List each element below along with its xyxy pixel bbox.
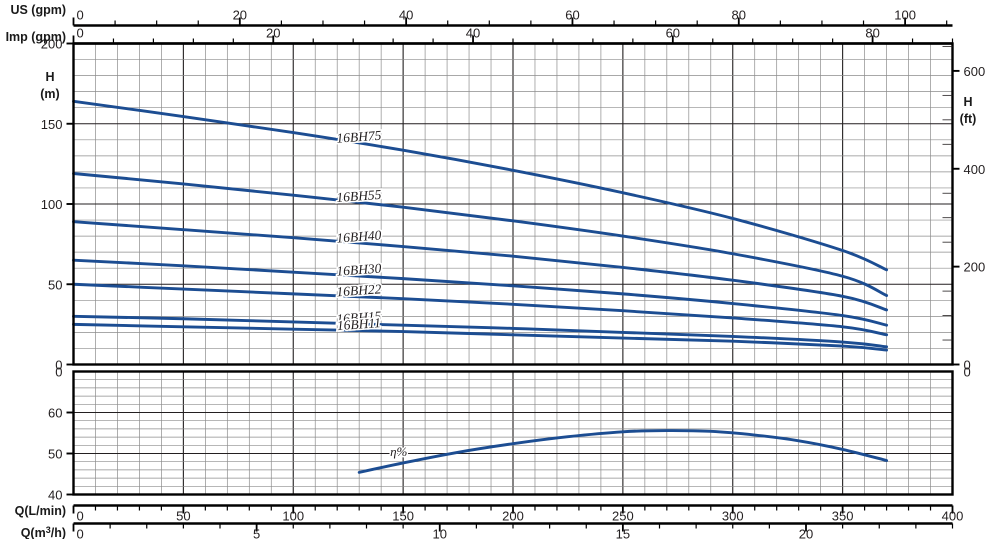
curve-label-group: 16BH15 bbox=[334, 307, 383, 328]
right-axis-title-h: H bbox=[963, 95, 972, 109]
axis-tick-label: 600 bbox=[964, 64, 986, 79]
axis-tick-label: 0 bbox=[77, 8, 84, 23]
curve-16bh15 bbox=[72, 314, 889, 349]
curve-16bh75 bbox=[72, 99, 889, 272]
right-axis-unit-ft: (ft) bbox=[960, 112, 977, 126]
axis-tick-label: 0 bbox=[77, 509, 84, 524]
right-axis-head-ft: 0 200 400 600 bbox=[942, 46, 986, 373]
curve-16bh55 bbox=[72, 172, 889, 297]
axis-tick-label: 400 bbox=[964, 162, 986, 177]
curve-label-16bh22: 16BH22 bbox=[336, 281, 382, 299]
curve-label-group: 16BH55 bbox=[334, 185, 383, 206]
axis-tick-label: 15 bbox=[616, 527, 630, 539]
curve-16bh40 bbox=[72, 220, 889, 312]
axis-tick-label: 60 bbox=[666, 26, 680, 41]
efficiency-curve-label: η% bbox=[390, 444, 407, 459]
axis-tick-label: 100 bbox=[894, 8, 916, 23]
axis-tick-label: 50 bbox=[176, 509, 190, 524]
left-axis-efficiency: 40 50 60 0 0 bbox=[48, 365, 971, 503]
axis-tick-label: 100 bbox=[41, 197, 63, 212]
axis-tick-label: 60 bbox=[565, 8, 579, 23]
axis-tick-label: 200 bbox=[964, 260, 986, 275]
curve-16bh30 bbox=[72, 258, 889, 327]
bottom-axis-q-lmin: 0 50 100 150 200 250 300 350 400 bbox=[72, 504, 964, 524]
axis-tick-label: 40 bbox=[48, 488, 62, 503]
left-axis-head-m: 0 50 100 150 200 bbox=[41, 37, 74, 373]
curve-label-16bh55: 16BH55 bbox=[336, 187, 382, 205]
axis-tick-label: 0 bbox=[77, 26, 84, 41]
axis-tick-label: 150 bbox=[41, 117, 63, 132]
axis-tick-label: 40 bbox=[399, 8, 413, 23]
curve-label-16bh11: 16BH11 bbox=[336, 315, 381, 333]
bottom-axis-q-m3h: 0 5 10 15 20 bbox=[72, 522, 954, 539]
left-axis-unit-m: (m) bbox=[40, 87, 59, 101]
curve-label-16bh30: 16BH30 bbox=[336, 261, 382, 279]
axis-tick-label: 20 bbox=[233, 8, 247, 23]
efficiency-panel-frame bbox=[72, 370, 954, 496]
top-axis-us-gpm: 0 20 40 60 80 100 bbox=[72, 8, 953, 27]
curve-efficiency bbox=[357, 429, 889, 474]
curve-16bh22 bbox=[72, 282, 889, 337]
axis-tick-label: 0 bbox=[77, 527, 84, 539]
axis-tick-label: 350 bbox=[832, 509, 854, 524]
axis-tick-label: 80 bbox=[865, 26, 879, 41]
axis-tick-label-zero-ft: 0 bbox=[964, 365, 971, 380]
axis-tick-label: 50 bbox=[48, 447, 62, 462]
grid-layer bbox=[72, 42, 954, 496]
curve-label-group: 16BH75 bbox=[334, 126, 383, 147]
curve-label-group: 16BH30 bbox=[334, 259, 383, 280]
axis-tick-label: 100 bbox=[282, 509, 304, 524]
axis-tick-label: 300 bbox=[722, 509, 744, 524]
curve-label-group: 16BH11 bbox=[335, 313, 383, 334]
axis-tick-label: 60 bbox=[48, 406, 62, 421]
top-axis-imp-gpm: 0 20 40 60 80 bbox=[72, 26, 954, 45]
axis-tick-label: 80 bbox=[732, 8, 746, 23]
axis-tick-label: 10 bbox=[433, 527, 447, 539]
curve-label-group: 16BH40 bbox=[334, 226, 383, 247]
axis-tick-label-zero-head: 0 bbox=[55, 365, 62, 380]
axis-tick-label: 5 bbox=[253, 527, 260, 539]
axis-tick-label: 150 bbox=[392, 509, 414, 524]
left-axis-title-h: H bbox=[45, 70, 54, 84]
axis-tick-label: 50 bbox=[48, 277, 62, 292]
bottom-axis-title-q-m3h: Q(m3/h) bbox=[21, 525, 66, 539]
curve-label-group: 16BH22 bbox=[334, 280, 383, 301]
axis-tick-label: 20 bbox=[799, 527, 813, 539]
axis-tick-label: 400 bbox=[942, 509, 964, 524]
curve-label-16bh75: 16BH75 bbox=[336, 128, 382, 146]
axis-tick-label: 200 bbox=[502, 509, 524, 524]
curve-label-16bh15: 16BH15 bbox=[336, 308, 382, 326]
bottom-axis-title-q-lmin: Q(L/min) bbox=[15, 504, 66, 518]
labels-layer: 16BH75 16BH55 16BH40 16BH30 16BH22 16BH1516BH… bbox=[334, 126, 409, 460]
axis-tick-label: 20 bbox=[266, 26, 280, 41]
axis-tick-label: 40 bbox=[466, 26, 480, 41]
curve-label-16bh40: 16BH40 bbox=[336, 227, 382, 245]
axis-tick-label: 0 bbox=[55, 358, 62, 373]
axis-tick-label: 0 bbox=[964, 358, 971, 373]
curve-16bh11 bbox=[72, 322, 889, 352]
top-axis-title-us-gpm: US (gpm) bbox=[10, 3, 66, 17]
axis-tick-label: 250 bbox=[612, 509, 634, 524]
top-axis-title-imp-gpm: Imp (gpm) bbox=[6, 30, 66, 44]
curves-layer bbox=[72, 99, 889, 474]
axis-tick-label: 200 bbox=[41, 37, 63, 52]
